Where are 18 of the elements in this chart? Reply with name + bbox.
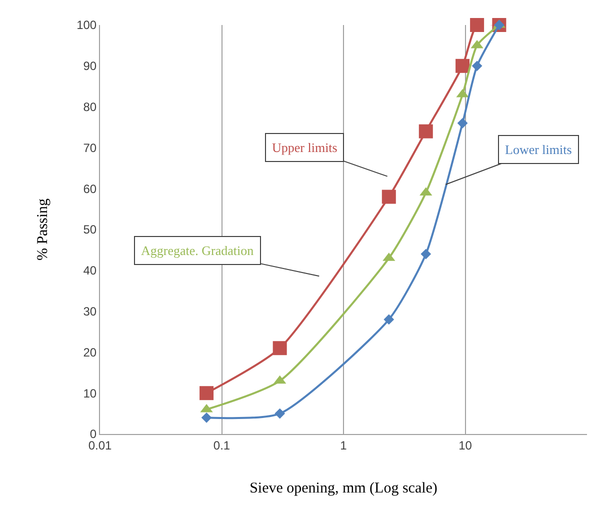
y-tick-label: 20 [83,345,97,360]
annotation: Aggregate. Gradation [141,243,254,258]
annotation: Lower limits [505,142,572,157]
y-tick-label: 40 [83,264,97,278]
x-tick-label: 1 [340,438,348,452]
x-tick-label: 10 [458,438,472,452]
y-tick-label: 50 [83,222,97,237]
annotation: Upper limits [272,140,338,155]
x-axis-title: Sieve opening, mm (Log scale) [250,480,438,496]
y-tick-label: 90 [83,59,97,74]
y-tick-label: 80 [83,100,97,114]
y-axis-title: % Passing [34,198,51,261]
y-tick-label: 100 [76,18,97,32]
y-tick-label: 30 [83,304,97,318]
y-tick-label: 70 [83,140,97,155]
y-tick-label: 10 [83,386,97,400]
x-tick-label: 0.1 [213,438,230,452]
y-tick-label: 60 [83,182,97,196]
